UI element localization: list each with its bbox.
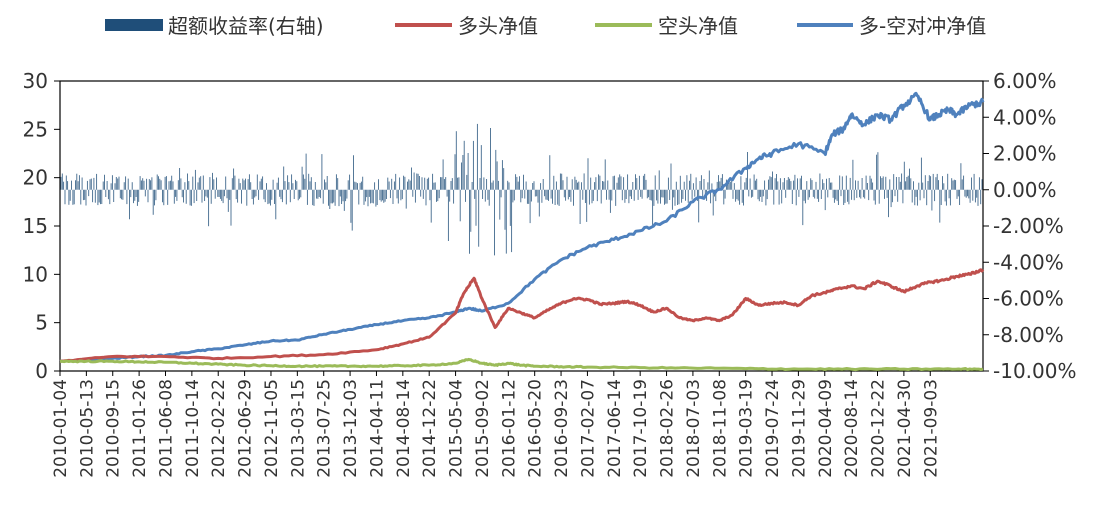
x-axis-tick-label: 2017-10-19 bbox=[631, 379, 651, 478]
right-axis-tick-label: -6.00% bbox=[993, 287, 1064, 311]
x-axis-tick-label: 2014-12-22 bbox=[420, 379, 440, 478]
legend-label-excess-return: 超额收益率(右轴) bbox=[168, 14, 324, 38]
left-axis-tick-label: 5 bbox=[35, 311, 48, 335]
left-axis-tick-label: 15 bbox=[23, 214, 48, 238]
x-axis-tick-label: 2015-05-04 bbox=[447, 379, 467, 478]
excess-return-bars bbox=[60, 123, 983, 256]
left-axis: 0 5 10 15 20 25 30 bbox=[23, 69, 60, 383]
series-line bbox=[59, 268, 985, 363]
nav-lines bbox=[59, 91, 985, 372]
x-axis-tick-label: 2018-02-26 bbox=[658, 379, 678, 478]
left-axis-tick-label: 10 bbox=[23, 262, 48, 286]
left-axis-tick-label: 30 bbox=[23, 69, 48, 93]
legend-label-long-nav: 多头净值 bbox=[458, 14, 538, 38]
right-axis-tick-label: 2.00% bbox=[993, 142, 1057, 166]
x-axis-tick-label: 2012-02-22 bbox=[209, 379, 229, 478]
right-axis-tick-label: -8.00% bbox=[993, 323, 1064, 347]
x-axis-tick-label: 2016-09-23 bbox=[552, 379, 572, 478]
right-axis-tick-label: -4.00% bbox=[993, 250, 1064, 274]
x-axis-tick-label: 2016-01-12 bbox=[499, 379, 519, 478]
x-axis-tick-label: 2021-04-30 bbox=[895, 379, 915, 478]
legend-swatch-excess-return bbox=[105, 19, 163, 31]
right-axis-tick-label: 4.00% bbox=[993, 105, 1057, 129]
x-axis-tick-label: 2011-10-14 bbox=[183, 379, 203, 478]
legend: 超额收益率(右轴) 多头净值 空头净值 多-空对冲净值 bbox=[105, 14, 986, 38]
x-axis-tick-label: 2010-01-04 bbox=[51, 379, 71, 478]
x-axis-tick-label: 2021-09-03 bbox=[921, 379, 941, 478]
right-axis-tick-label: -2.00% bbox=[993, 214, 1064, 238]
x-axis-tick-label: 2013-03-15 bbox=[288, 379, 308, 478]
x-axis-tick-label: 2011-01-26 bbox=[130, 379, 150, 478]
x-axis-tick-label: 2010-09-15 bbox=[104, 379, 124, 478]
x-axis-tick-label: 2013-12-03 bbox=[341, 379, 361, 478]
x-axis-tick-label: 2012-11-05 bbox=[262, 379, 282, 478]
x-axis-tick-label: 2015-09-02 bbox=[473, 379, 493, 478]
x-axis-tick-label: 2020-04-09 bbox=[816, 379, 836, 478]
x-axis-tick-label: 2020-12-22 bbox=[869, 379, 889, 478]
x-axis-tick-label: 2019-11-29 bbox=[789, 379, 809, 478]
x-axis-tick-label: 2016-05-20 bbox=[526, 379, 546, 478]
left-axis-tick-label: 20 bbox=[23, 166, 48, 190]
x-axis: 2010-01-04 2010-05-13 2010-09-15 2011-01-26… bbox=[51, 371, 941, 478]
x-axis-tick-label: 2012-06-29 bbox=[236, 379, 256, 478]
legend-label-hedge-nav: 多-空对冲净值 bbox=[859, 14, 986, 38]
left-axis-tick-label: 25 bbox=[23, 117, 48, 141]
right-axis-tick-label: 0.00% bbox=[993, 178, 1057, 202]
x-axis-tick-label: 2017-06-14 bbox=[605, 379, 625, 478]
right-axis-tick-label: 6.00% bbox=[993, 69, 1057, 93]
series-line bbox=[59, 357, 984, 372]
x-axis-tick-label: 2010-05-13 bbox=[77, 379, 97, 478]
right-axis: -10.00% -8.00% -6.00% -4.00% -2.00% 0.00% 2.00… bbox=[983, 69, 1076, 383]
series-line bbox=[59, 91, 985, 363]
x-axis-tick-label: 2018-07-03 bbox=[684, 379, 704, 478]
left-axis-tick-label: 0 bbox=[35, 359, 48, 383]
x-axis-tick-label: 2014-08-14 bbox=[394, 379, 414, 478]
x-axis-tick-label: 2020-08-14 bbox=[842, 379, 862, 478]
x-axis-tick-label: 2013-07-25 bbox=[315, 379, 335, 478]
x-axis-tick-label: 2019-07-24 bbox=[763, 379, 783, 478]
x-axis-tick-label: 2017-02-07 bbox=[578, 379, 598, 478]
x-axis-tick-label: 2019-03-19 bbox=[737, 379, 757, 478]
x-axis-tick-label: 2011-06-08 bbox=[156, 379, 176, 478]
x-axis-tick-label: 2018-11-08 bbox=[710, 379, 730, 478]
legend-label-short-nav: 空头净值 bbox=[658, 14, 738, 38]
x-axis-tick-label: 2014-04-11 bbox=[367, 379, 387, 478]
right-axis-tick-label: -10.00% bbox=[993, 359, 1076, 383]
